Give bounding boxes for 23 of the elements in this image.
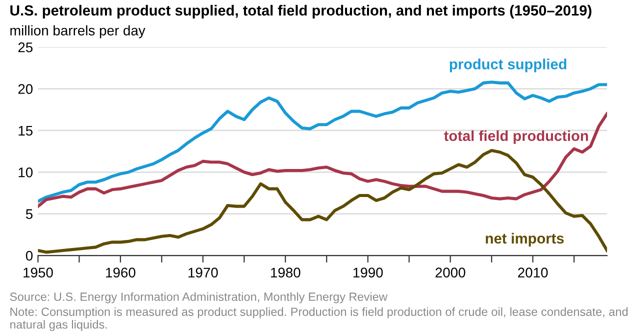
series-label: product supplied [450, 58, 566, 72]
y-tick-label: 0 [26, 250, 33, 261]
line-series [38, 112, 608, 208]
x-tick-label: 1980 [271, 268, 300, 278]
y-tick-label: 20 [18, 84, 33, 94]
x-tick-label: 2010 [518, 268, 548, 278]
series-label: net imports [486, 232, 564, 246]
y-tick-label: 5 [26, 209, 33, 219]
x-tick-label: 2000 [436, 268, 466, 278]
text: Note: Consumption is measured as product supplied. Production is field production of crude oil, lease condensate, and natural gas liquids. [10, 307, 628, 331]
y-tick-label: 10 [18, 167, 33, 178]
x-tick-label: 1960 [106, 268, 136, 278]
source-note: Source: U.S. Energy Information Administration, Monthly Energy Review [10, 292, 388, 304]
y-tick-label: 15 [18, 126, 33, 136]
line-series [38, 80, 608, 203]
x-tick-label: 1970 [188, 268, 218, 278]
line-series [38, 148, 608, 254]
series-label: total field production [444, 130, 588, 144]
y-tick-label: 25 [18, 42, 33, 52]
x-tick-label: 1950 [24, 268, 53, 278]
x-tick-label: 1990 [353, 268, 383, 278]
y-axis-title: million barrels per day [10, 25, 146, 38]
chart-title: U.S. petroleum product supplied, total field production, and net imports (1950–2019) [10, 4, 592, 18]
